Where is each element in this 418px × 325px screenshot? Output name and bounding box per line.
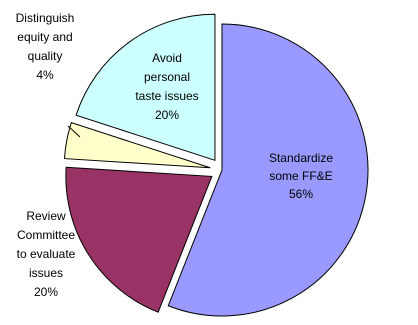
slice-label-line: 56% [289, 187, 313, 201]
slice-label-line: 4% [36, 68, 54, 82]
slice-label-line: equity and [17, 30, 72, 44]
slice-label-line: some FF&E [269, 169, 332, 183]
leader-line-distinguish [67, 125, 81, 138]
slice-label-line: Committee [17, 228, 75, 242]
pie-slice-standardize [167, 23, 369, 317]
slice-label-line: 20% [34, 285, 58, 299]
slice-label-line: 20% [155, 108, 179, 122]
pie-slice-avoid-taste [75, 13, 216, 161]
slice-label-review-committee: Review Committee to evaluate issues 20% [17, 209, 76, 299]
slice-label-line: Standardize [269, 151, 333, 165]
slice-label-avoid-taste: Avoid personal taste issues 20% [135, 51, 198, 122]
slice-label-line: Avoid [152, 51, 182, 65]
slice-label-line: issues [29, 266, 63, 280]
slice-label-line: Review [26, 209, 66, 223]
leader-lines [67, 125, 81, 138]
pie-slice-distinguish [63, 122, 211, 169]
pie-slices [63, 13, 369, 317]
slice-label-line: Distinguish [16, 11, 75, 25]
slice-label-line: personal [144, 70, 190, 84]
slice-label-line: taste issues [135, 89, 198, 103]
slice-label-distinguish: Distinguish equity and quality 4% [16, 11, 75, 82]
pie-slice-review-committee [65, 166, 213, 313]
slice-labels: Standardize some FF&E 56% Review Committee to… [16, 11, 334, 299]
slice-label-line: quality [28, 49, 63, 63]
slice-label-standardize: Standardize some FF&E 56% [269, 151, 333, 201]
slice-label-line: to evaluate [17, 247, 76, 261]
